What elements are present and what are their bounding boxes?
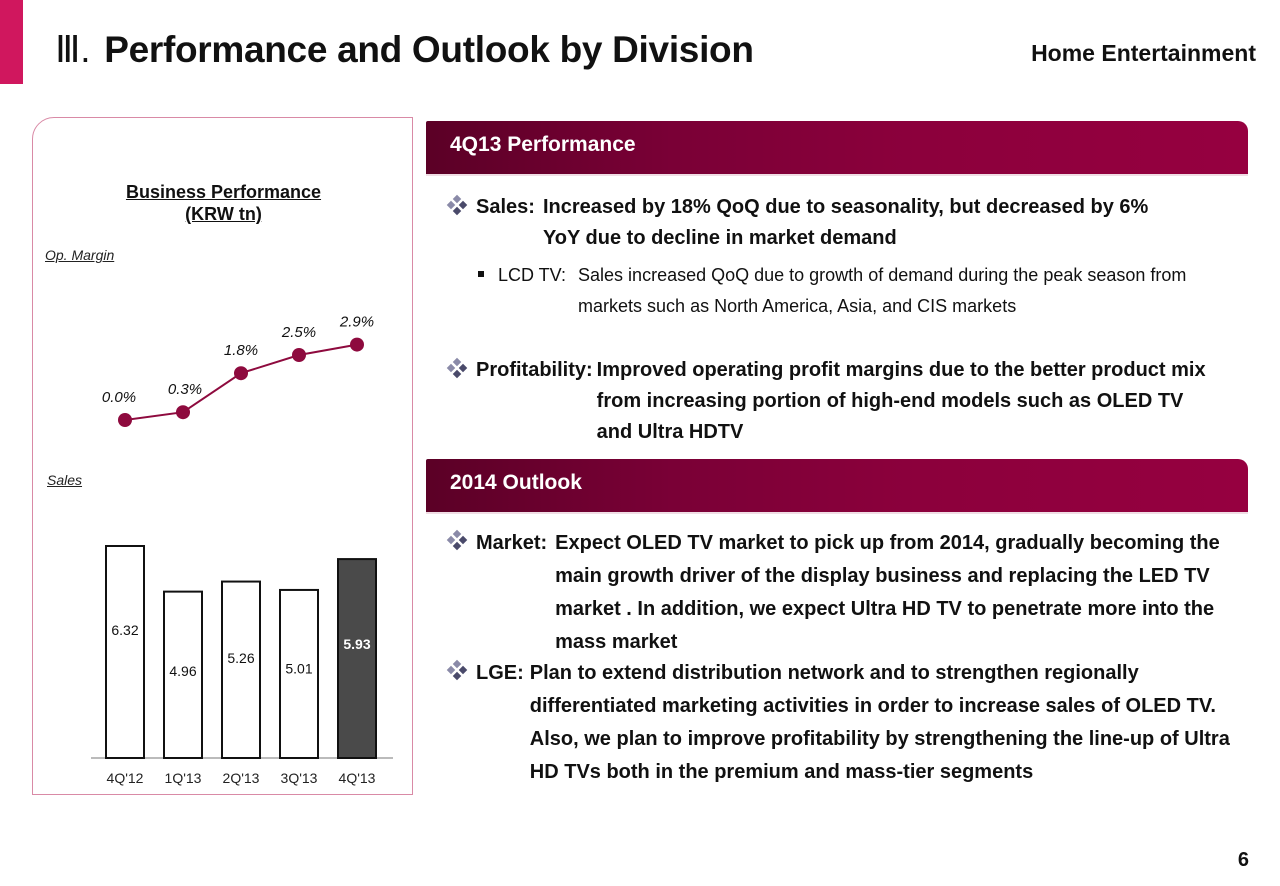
op-margin-value-label: 0.3% (168, 381, 202, 398)
op-margin-value-label: 2.9% (339, 314, 374, 331)
sales-text: Increased by 18% QoQ due to seasonality,… (542, 196, 1149, 249)
category-tick-label: 4Q'12 (107, 770, 144, 786)
outlook-header: 2014 Outlook (426, 459, 1248, 512)
sales-bullet: Sales: Increased by 18% QoQ due to seaso… (446, 192, 1206, 254)
profitability-bullet: Profitability: Improved operating profit… (446, 355, 1236, 448)
op-margin-point (176, 405, 190, 420)
chart-svg: 6.32 4Q'12 4.96 1Q'13 5.26 2Q'13 5.01 3Q'13 5.93… (91, 314, 393, 786)
lge-bullet: LGE: Plan to extend distribution network… (446, 657, 1246, 789)
diamond-bullet-icon (446, 357, 470, 382)
sales-bar (279, 588, 319, 759)
category-tick-label: 2Q'13 (223, 770, 260, 786)
sales-value-label: 5.93 (343, 636, 370, 652)
sales-bar (221, 580, 261, 760)
square-bullet-icon (478, 271, 484, 277)
page-number: 6 (1237, 849, 1249, 871)
section-number: Ⅲ. (55, 29, 91, 70)
op-margin-point (234, 366, 248, 381)
accent-bar (0, 0, 23, 84)
chart-panel: Business Performance (KRW tn) Op. Margin… (32, 117, 413, 795)
chart-title-line2: (KRW tn) (185, 204, 262, 224)
performance-header: 4Q13 Performance (426, 121, 1248, 174)
diamond-bullet-icon (446, 194, 470, 219)
sales-value-label: 5.01 (285, 661, 312, 677)
page-title: Ⅲ. Performance and Outlook by Division (55, 28, 754, 71)
sales-label: Sales (47, 472, 83, 488)
chart-title: Business Performance (KRW tn) (33, 181, 414, 225)
lcd-text: Sales increased QoQ due to growth of dem… (578, 265, 1187, 316)
chart-title-line1: Business Performance (125, 182, 322, 202)
lge-lead: LGE: (476, 662, 524, 684)
category-tick-label: 1Q'13 (165, 770, 202, 786)
op-margin-value-label: 2.5% (281, 324, 316, 341)
lcd-lead: LCD TV: (498, 265, 567, 285)
market-lead: Market: (476, 532, 548, 554)
category-tick-label: 4Q'13 (339, 770, 376, 786)
performance-header-label: 4Q13 Performance (450, 133, 636, 156)
lcd-bullet: LCD TV: Sales increased QoQ due to growt… (478, 260, 1248, 322)
profitability-text: Improved operating profit margins due to… (596, 359, 1206, 443)
sales-bar (337, 558, 377, 759)
sales-value-label: 5.26 (227, 650, 254, 666)
diamond-bullet-icon (446, 659, 470, 684)
sales-value-label: 4.96 (169, 663, 196, 679)
division-label: Home Entertainment (1031, 40, 1256, 66)
category-tick-label: 3Q'13 (281, 770, 318, 786)
op-margin-value-label: 1.8% (224, 342, 258, 359)
op-margin-point (350, 337, 364, 352)
sales-bar (105, 545, 145, 759)
op-margin-point (292, 348, 306, 362)
market-bullet: Market: Expect OLED TV market to pick up… (446, 527, 1246, 659)
op-margin-value-label: 0.0% (102, 389, 136, 406)
sales-lead: Sales: (476, 196, 535, 218)
sales-bar (163, 590, 203, 759)
sales-value-label: 6.32 (111, 622, 138, 638)
page-title-text: Performance and Outlook by Division (104, 29, 754, 70)
profitability-lead: Profitability: (476, 359, 593, 381)
op-margin-label: Op. Margin (45, 247, 115, 263)
diamond-bullet-icon (446, 529, 470, 554)
op-margin-point (118, 413, 132, 427)
outlook-header-label: 2014 Outlook (450, 471, 582, 494)
market-text: Expect OLED TV market to pick up from 20… (555, 532, 1220, 653)
lge-text: Plan to extend distribution network and … (529, 662, 1230, 783)
